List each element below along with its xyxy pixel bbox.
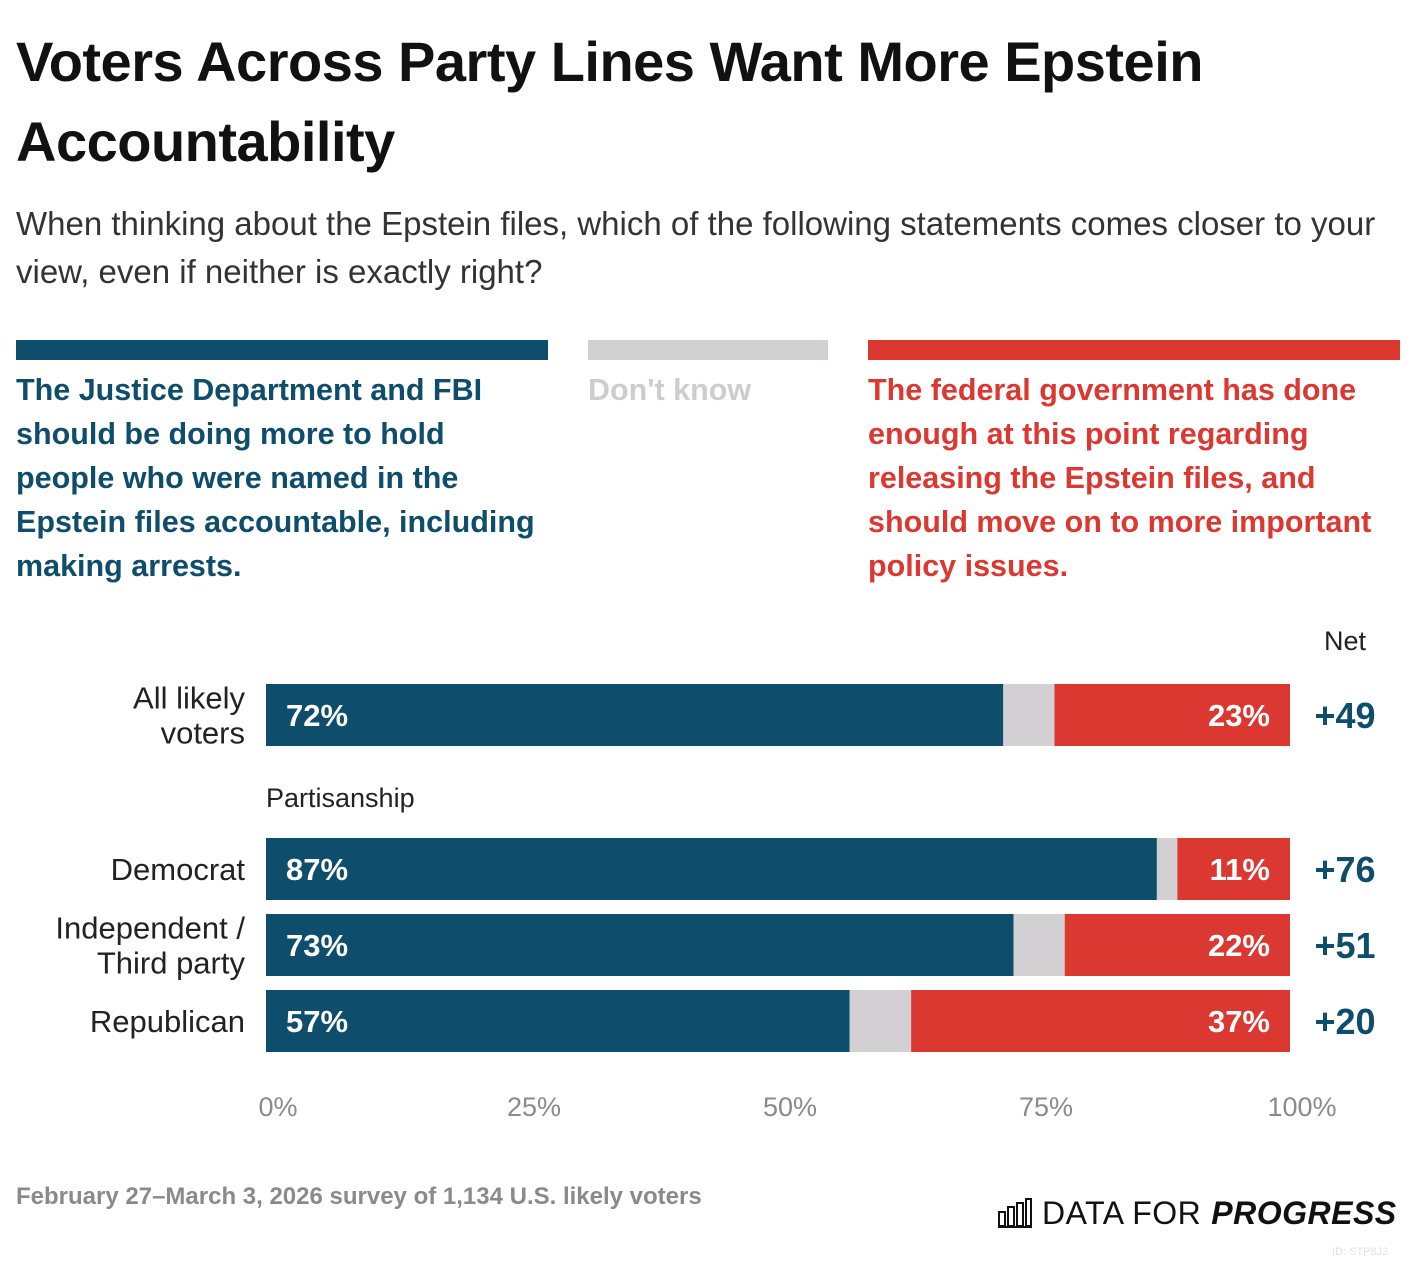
bar-segment-oppose	[911, 990, 1290, 1052]
chart-id: ID: STP8J2	[1332, 1246, 1389, 1258]
bar-segment-support	[266, 990, 850, 1052]
brand-logo: DATA FOR PROGRESS	[998, 1193, 1397, 1233]
bar-segment-dont-know	[1013, 914, 1065, 976]
data-label-support: 72%	[286, 698, 348, 733]
bar-segment-dont-know	[849, 990, 912, 1052]
bar-segment-support	[266, 914, 1014, 976]
legend-item-support: The Justice Department and FBI should be…	[16, 340, 548, 588]
legend-swatch-support	[16, 340, 548, 360]
x-tick-label: 75%	[1019, 1092, 1073, 1122]
group-label-partisanship: Partisanship	[266, 783, 415, 813]
chart-subtitle: When thinking about the Epstein files, w…	[16, 205, 1376, 290]
x-tick-label: 50%	[763, 1092, 817, 1122]
data-label-oppose: 23%	[1208, 698, 1270, 733]
data-label-oppose: 11%	[1210, 852, 1270, 887]
brand-name-bold: PROGRESS	[1211, 1195, 1397, 1231]
net-value: +76	[1314, 849, 1375, 890]
bar-segment-support	[266, 684, 1004, 746]
category-label: Democrat	[111, 852, 246, 887]
net-value: +49	[1314, 695, 1375, 736]
net-value: +51	[1314, 925, 1375, 966]
legend-label-support: The Justice Department and FBI should be…	[16, 373, 535, 583]
bar-segment-oppose	[1177, 838, 1290, 900]
bar-chart-logo-icon	[998, 1198, 1032, 1228]
x-tick-label: 100%	[1267, 1092, 1336, 1122]
data-label-oppose: 22%	[1208, 928, 1270, 963]
legend-swatch-dont-know	[588, 340, 828, 360]
bar-segment-oppose	[1064, 914, 1290, 976]
bar-segment-support	[266, 838, 1157, 900]
x-tick-label: 25%	[507, 1092, 561, 1122]
net-value: +20	[1314, 1001, 1375, 1042]
category-label: Independent / Third party	[55, 911, 245, 981]
category-label: Republican	[90, 1004, 245, 1039]
x-tick-label: 0%	[258, 1092, 297, 1122]
data-label-support: 57%	[286, 1004, 348, 1039]
bar-segment-dont-know	[1156, 838, 1178, 900]
data-label-support: 87%	[286, 852, 348, 887]
bar-segment-oppose	[1054, 684, 1290, 746]
brand-name-light: DATA FOR	[1042, 1195, 1202, 1231]
legend-label-oppose: The federal government has done enough a…	[868, 373, 1372, 583]
stacked-bar-chart: Net Partisanship All likely voters 72% 23% +49…	[55, 626, 1375, 1122]
survey-footnote: February 27–March 3, 2026 survey of 1,13…	[16, 1183, 702, 1210]
legend-item-oppose: The federal government has done enough a…	[868, 340, 1400, 588]
net-header: Net	[1324, 626, 1367, 656]
category-label: All likely voters	[133, 681, 245, 751]
data-label-oppose: 37%	[1208, 1004, 1270, 1039]
data-label-support: 73%	[286, 928, 348, 963]
chart-title: Voters Across Party Lines Want More Epst…	[16, 30, 1203, 173]
legend-swatch-oppose	[868, 340, 1400, 360]
bar-segment-dont-know	[1003, 684, 1055, 746]
legend-item-dont-know: Don't know	[588, 340, 828, 412]
legend-label-dont-know: Don't know	[588, 373, 752, 407]
